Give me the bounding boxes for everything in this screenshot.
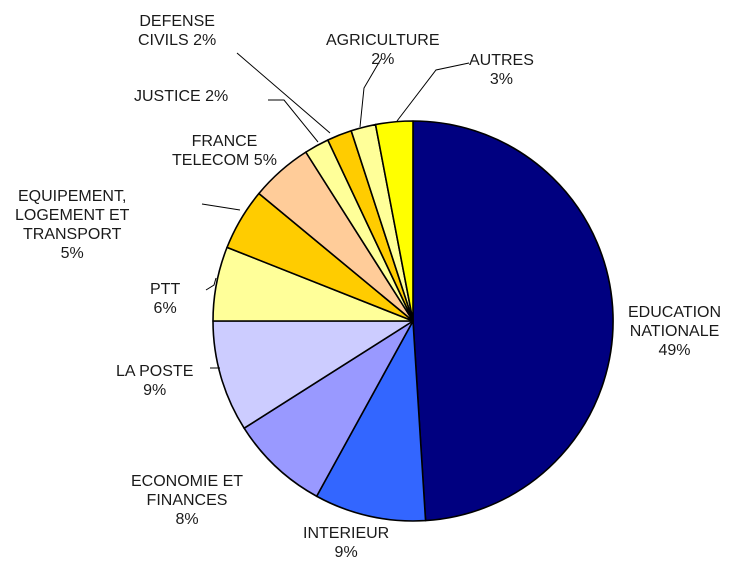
slice-label-la-poste: LA POSTE 9%	[116, 363, 194, 399]
pie-slice-education	[412, 120, 614, 522]
slice-label-economie-finances: ECONOMIE ET FINANCES 8%	[131, 473, 244, 528]
slice-label-justice: JUSTICE 2%	[134, 88, 229, 105]
pie-slice-economie-et	[243, 320, 414, 498]
slice-label-autres: AUTRES 3%	[469, 52, 534, 88]
leader-line-ptt	[205, 277, 217, 291]
pie-slices	[212, 120, 614, 522]
leader-line-equipement	[201, 203, 241, 211]
slice-label-defense-civils: DEFENSE CIVILS 2%	[138, 13, 217, 49]
pie-slice-interieur	[315, 320, 427, 522]
slice-label-ptt: PTT 6%	[150, 281, 181, 317]
pie-slice-autres	[374, 120, 414, 322]
slice-label-equipement: EQUIPEMENT, LOGEMENT ET TRANSPORT 5%	[15, 188, 130, 262]
slice-label-agriculture: AGRICULTURE 2%	[326, 32, 440, 68]
leader-line-justice	[268, 99, 319, 143]
leader-line-defense-civils	[236, 52, 331, 134]
leader-line-agriculture	[359, 58, 382, 128]
leader-lines	[201, 52, 470, 369]
pie-slice-la-poste	[212, 320, 414, 429]
slice-label-france-telecom: FRANCE TELECOM 5%	[172, 133, 277, 169]
slice-label-education-nationale: EDUCATION NATIONALE 49%	[628, 304, 722, 359]
leader-line-autres	[396, 62, 470, 122]
slice-label-interieur: INTERIEUR 9%	[303, 525, 390, 561]
